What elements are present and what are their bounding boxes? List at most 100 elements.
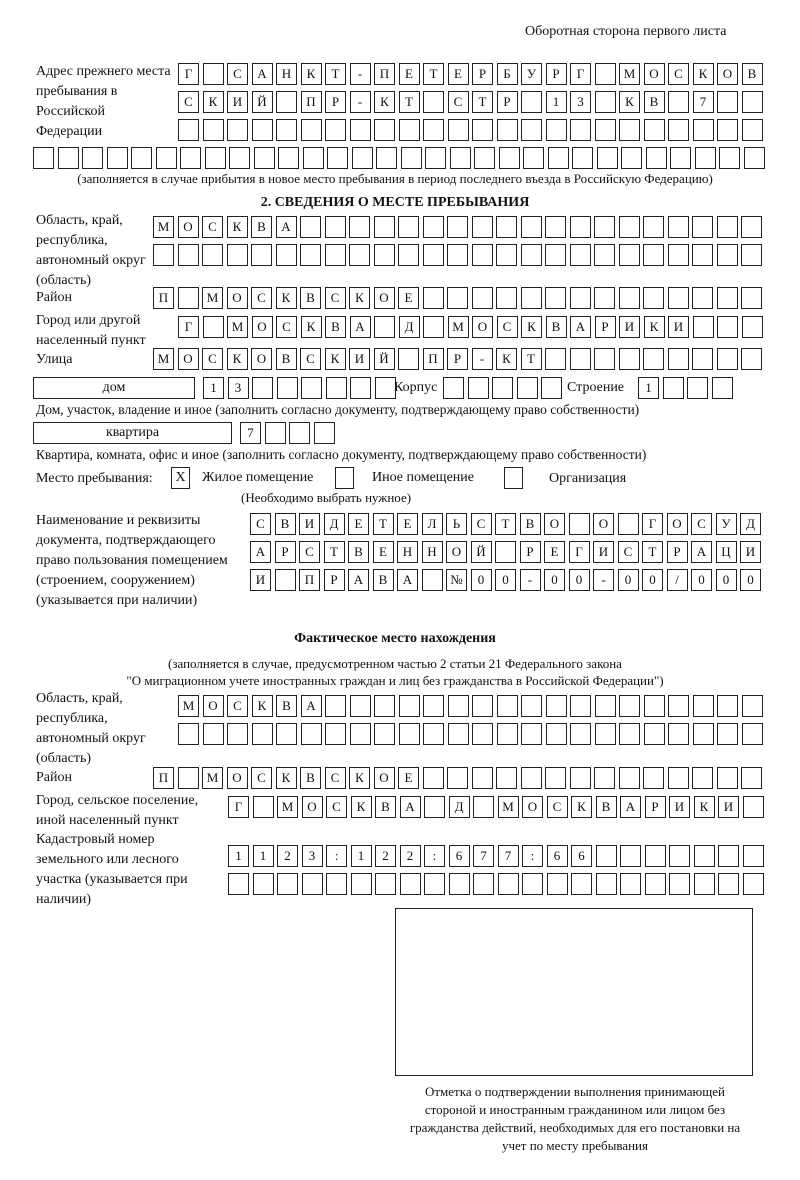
char-cell[interactable] [496, 723, 518, 745]
char-cell[interactable]: - [349, 63, 371, 85]
char-cell[interactable]: В [300, 767, 321, 789]
char-cell[interactable] [662, 377, 684, 399]
char-cell[interactable] [251, 723, 273, 745]
char-cell[interactable] [57, 147, 79, 169]
char-cell[interactable]: Т [495, 513, 516, 535]
char-cell[interactable]: В [251, 216, 272, 238]
char-cell[interactable] [572, 147, 593, 169]
char-cell[interactable]: С [251, 767, 272, 789]
char-cell[interactable] [496, 695, 518, 717]
char-cell[interactable]: К [571, 796, 592, 818]
char-cell[interactable]: О [472, 316, 493, 338]
char-cell[interactable] [522, 873, 543, 895]
char-cell[interactable]: К [300, 316, 322, 338]
char-cell[interactable]: В [741, 63, 763, 85]
char-cell[interactable]: В [275, 348, 297, 370]
char-cell[interactable] [595, 873, 617, 895]
char-cell[interactable]: К [300, 63, 322, 85]
char-cell[interactable] [545, 723, 567, 745]
char-cell[interactable] [177, 287, 199, 309]
char-cell[interactable] [474, 147, 495, 169]
char-cell[interactable] [716, 767, 738, 789]
char-cell[interactable]: Г [568, 541, 590, 563]
char-cell[interactable]: Д [740, 513, 761, 535]
char-cell[interactable]: П [300, 91, 322, 113]
char-cell[interactable] [741, 244, 762, 266]
char-cell[interactable]: И [299, 513, 320, 535]
char-cell[interactable]: 1 [545, 91, 567, 113]
char-cell[interactable]: Е [372, 541, 394, 563]
char-cell[interactable] [545, 244, 566, 266]
char-cell[interactable] [275, 244, 297, 266]
char-cell[interactable] [617, 513, 639, 535]
char-cell[interactable] [423, 91, 444, 113]
char-cell[interactable] [276, 119, 297, 141]
char-cell[interactable] [520, 767, 542, 789]
char-cell[interactable] [374, 723, 395, 745]
char-cell[interactable] [619, 723, 640, 745]
char-cell[interactable] [496, 244, 517, 266]
char-cell[interactable]: О [226, 287, 248, 309]
char-cell[interactable] [545, 119, 567, 141]
char-cell[interactable]: У [715, 513, 737, 535]
char-cell[interactable] [619, 119, 640, 141]
char-cell[interactable] [424, 873, 445, 895]
char-cell[interactable] [177, 244, 199, 266]
char-cell[interactable]: А [691, 541, 712, 563]
char-cell[interactable]: Г [570, 63, 591, 85]
char-cell[interactable] [717, 723, 738, 745]
char-cell[interactable] [33, 147, 54, 169]
char-cell[interactable]: С [300, 348, 321, 370]
char-cell[interactable] [618, 216, 640, 238]
char-cell[interactable] [596, 147, 618, 169]
char-cell[interactable]: К [324, 348, 346, 370]
char-cell[interactable] [594, 119, 616, 141]
char-cell[interactable]: О [202, 695, 224, 717]
char-cell[interactable]: Б [496, 63, 518, 85]
char-cell[interactable] [202, 63, 224, 85]
char-cell[interactable]: 1 [350, 845, 372, 867]
char-cell[interactable] [645, 147, 667, 169]
char-cell[interactable] [569, 767, 591, 789]
char-cell[interactable] [497, 873, 519, 895]
char-cell[interactable] [350, 873, 372, 895]
char-cell[interactable]: В [372, 569, 394, 591]
char-cell[interactable] [669, 873, 690, 895]
char-cell[interactable]: : [522, 845, 543, 867]
char-cell[interactable] [276, 723, 297, 745]
char-cell[interactable] [618, 767, 640, 789]
char-cell[interactable]: О [251, 348, 272, 370]
char-cell[interactable] [741, 348, 762, 370]
char-cell[interactable]: О [177, 348, 199, 370]
char-cell[interactable] [373, 244, 395, 266]
char-cell[interactable] [398, 348, 419, 370]
char-cell[interactable]: 3 [301, 845, 323, 867]
char-cell[interactable]: 1 [638, 377, 659, 399]
char-cell[interactable]: 3 [227, 377, 249, 399]
char-cell[interactable] [643, 767, 664, 789]
char-cell[interactable]: Т [372, 513, 394, 535]
char-cell[interactable] [719, 147, 740, 169]
char-cell[interactable] [621, 147, 642, 169]
char-cell[interactable]: С [227, 63, 248, 85]
char-cell[interactable]: М [497, 796, 519, 818]
char-cell[interactable] [472, 723, 493, 745]
char-cell[interactable] [643, 216, 664, 238]
char-cell[interactable]: А [348, 569, 369, 591]
char-cell[interactable] [644, 873, 666, 895]
char-cell[interactable] [301, 873, 323, 895]
char-cell[interactable]: Й [251, 91, 273, 113]
char-cell[interactable]: Т [472, 91, 493, 113]
char-cell[interactable]: П [422, 348, 444, 370]
char-cell[interactable] [498, 147, 520, 169]
char-cell[interactable]: С [251, 287, 272, 309]
char-cell[interactable] [423, 119, 444, 141]
char-cell[interactable] [692, 287, 713, 309]
char-cell[interactable] [741, 287, 762, 309]
char-cell[interactable] [668, 695, 689, 717]
house-type-field[interactable]: дом [33, 377, 195, 399]
char-cell[interactable] [447, 244, 468, 266]
char-cell[interactable]: М [202, 287, 223, 309]
char-cell[interactable]: И [668, 316, 689, 338]
char-cell[interactable]: 7 [497, 845, 519, 867]
